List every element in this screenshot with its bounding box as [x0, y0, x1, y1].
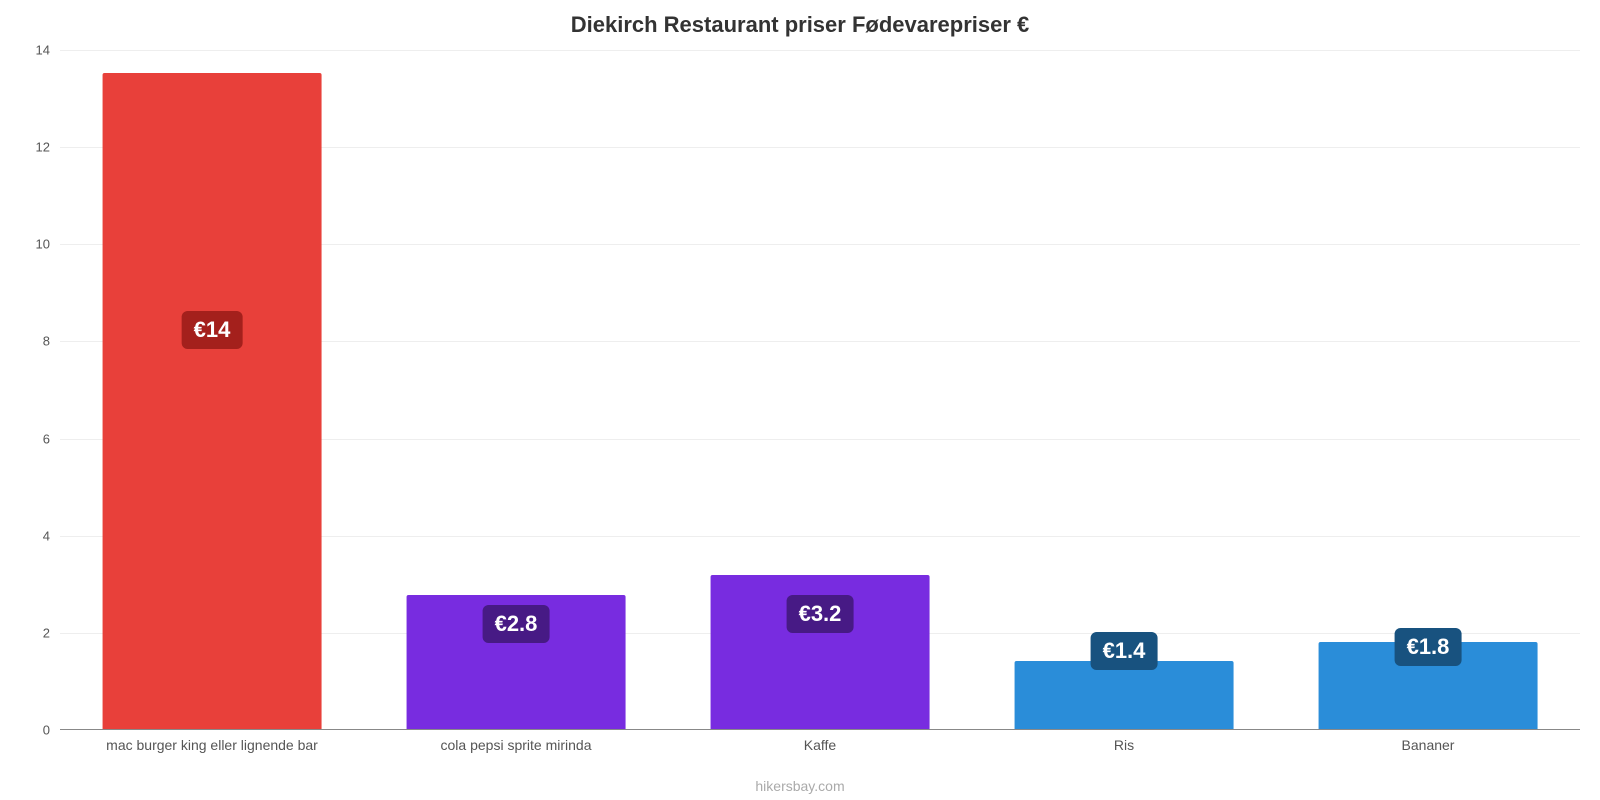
y-tick-label: 0 [10, 723, 60, 738]
plot-area: €14mac burger king eller lignende bar€2.… [60, 50, 1580, 730]
y-tick-label: 8 [10, 334, 60, 349]
chart-title: Diekirch Restaurant priser Fødevareprise… [0, 12, 1600, 38]
x-tick-label: cola pepsi sprite mirinda [441, 737, 592, 753]
source-label: hikersbay.com [0, 778, 1600, 794]
bar-value-badge: €14 [182, 311, 243, 349]
y-tick-label: 6 [10, 431, 60, 446]
bar-value-badge: €2.8 [483, 605, 550, 643]
x-tick-label: Kaffe [804, 737, 836, 753]
bar-value-badge: €1.4 [1091, 632, 1158, 670]
bar [103, 73, 322, 729]
y-tick-label: 14 [10, 43, 60, 58]
bar [1015, 661, 1234, 729]
y-tick-label: 10 [10, 237, 60, 252]
y-tick-label: 2 [10, 625, 60, 640]
x-tick-label: mac burger king eller lignende bar [106, 737, 318, 753]
bar-slot: €2.8cola pepsi sprite mirinda [364, 50, 668, 729]
y-tick-label: 4 [10, 528, 60, 543]
x-tick-label: Bananer [1402, 737, 1455, 753]
bar-value-badge: €1.8 [1395, 628, 1462, 666]
x-tick-label: Ris [1114, 737, 1134, 753]
bar-slot: €1.4Ris [972, 50, 1276, 729]
bar-value-badge: €3.2 [787, 595, 854, 633]
bar-slot: €3.2Kaffe [668, 50, 972, 729]
y-tick-label: 12 [10, 140, 60, 155]
bar-slot: €1.8Bananer [1276, 50, 1580, 729]
bars-container: €14mac burger king eller lignende bar€2.… [60, 50, 1580, 729]
bar-slot: €14mac burger king eller lignende bar [60, 50, 364, 729]
